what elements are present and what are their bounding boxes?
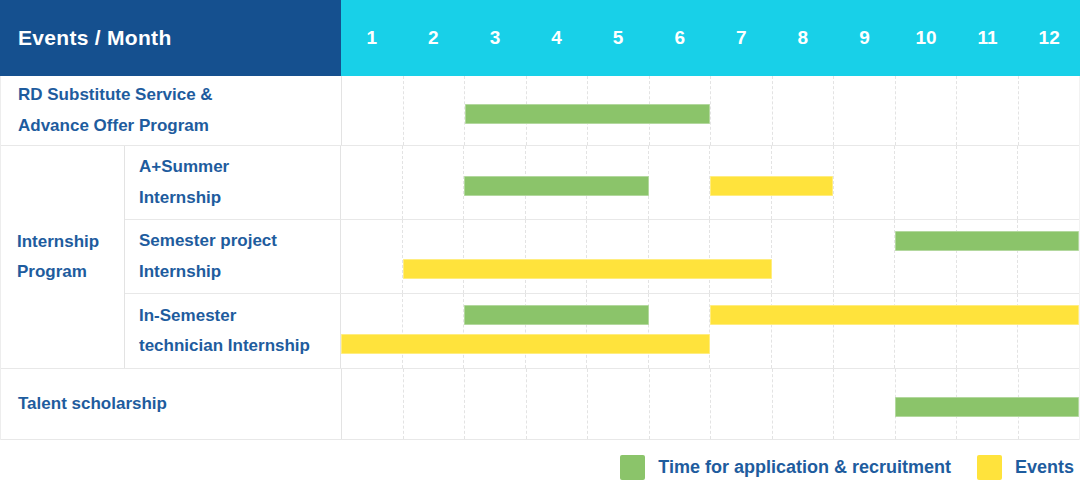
table-subrow: Semester projectInternship bbox=[125, 220, 1079, 294]
month-header-cell: 5 bbox=[587, 0, 649, 76]
gantt-bar-event bbox=[403, 259, 772, 279]
month-grid-cell bbox=[834, 146, 896, 219]
month-grid-cell bbox=[957, 76, 1019, 145]
recruitment-swatch-icon bbox=[620, 455, 645, 480]
month-grid-cell bbox=[649, 220, 711, 293]
month-grid-cell bbox=[341, 220, 403, 293]
month-header-cell: 10 bbox=[895, 0, 957, 76]
gantt-bar-recruitment bbox=[895, 231, 1080, 251]
month-grid-cell bbox=[404, 369, 466, 439]
month-grid-cell bbox=[341, 294, 403, 368]
month-grid-cell bbox=[588, 369, 650, 439]
month-header-cell: 6 bbox=[649, 0, 711, 76]
chart-legend: Time for application & recruitment Events bbox=[0, 440, 1080, 494]
internship-program-group: InternshipProgramA+SummerInternshipSemes… bbox=[1, 146, 1079, 369]
row-label: Talent scholarship bbox=[1, 369, 342, 439]
group-label: InternshipProgram bbox=[1, 146, 125, 368]
gantt-bar-recruitment bbox=[895, 397, 1079, 417]
month-grid-cell bbox=[834, 369, 896, 439]
month-grid-cell bbox=[773, 76, 835, 145]
month-header-cell: 1 bbox=[341, 0, 403, 76]
row-label-line: Program bbox=[17, 257, 124, 287]
table-subrow: A+SummerInternship bbox=[125, 146, 1079, 220]
gantt-bar-recruitment bbox=[464, 176, 649, 196]
month-grid-cell bbox=[1018, 146, 1079, 219]
month-grid-cell bbox=[341, 146, 403, 219]
legend-label: Events bbox=[1015, 457, 1074, 478]
month-grid-cell bbox=[403, 220, 465, 293]
table-header-row: Events / Month 123456789101112 bbox=[0, 0, 1080, 76]
month-grid-cell bbox=[773, 369, 835, 439]
month-grid-cell bbox=[896, 76, 958, 145]
gantt-bar-event bbox=[710, 176, 833, 196]
row-label-line: A+Summer bbox=[139, 152, 340, 182]
group-subrows: A+SummerInternshipSemester projectIntern… bbox=[125, 146, 1079, 368]
events-month-header: Events / Month bbox=[0, 0, 341, 76]
month-header-cell: 3 bbox=[464, 0, 526, 76]
month-grid-cell bbox=[649, 146, 711, 219]
month-grid-cell bbox=[710, 220, 772, 293]
row-label: RD Substitute Service &Advance Offer Pro… bbox=[1, 76, 342, 145]
month-grid-cell bbox=[834, 220, 896, 293]
table-row: RD Substitute Service &Advance Offer Pro… bbox=[1, 76, 1079, 146]
month-header-cell: 2 bbox=[403, 0, 465, 76]
event-swatch-icon bbox=[977, 455, 1002, 480]
row-label-line: Talent scholarship bbox=[18, 389, 341, 419]
legend-item-recruitment: Time for application & recruitment bbox=[620, 455, 951, 480]
gantt-bar-event bbox=[341, 334, 710, 354]
gantt-chart-area bbox=[341, 294, 1079, 368]
month-grid-cell bbox=[526, 220, 588, 293]
month-header-cell: 11 bbox=[957, 0, 1019, 76]
month-grid-cell bbox=[1019, 76, 1080, 145]
month-grid-cell bbox=[342, 76, 404, 145]
month-grid-cell bbox=[465, 369, 527, 439]
row-label-line: In-Semester bbox=[139, 301, 340, 331]
gantt-table-body: RD Substitute Service &Advance Offer Pro… bbox=[0, 76, 1080, 440]
gantt-chart-area bbox=[341, 220, 1079, 293]
gantt-bar-event bbox=[710, 305, 1079, 325]
table-row: Talent scholarship bbox=[1, 369, 1079, 440]
month-grid-cell bbox=[342, 369, 404, 439]
gantt-chart-area bbox=[342, 369, 1079, 439]
row-label-line: technician Internship bbox=[139, 331, 340, 361]
month-grid-cell bbox=[772, 220, 834, 293]
row-label-line: RD Substitute Service & bbox=[18, 80, 341, 110]
table-subrow: In-Semestertechnician Internship bbox=[125, 294, 1079, 368]
month-grid-cell bbox=[403, 146, 465, 219]
row-label-line: Semester project bbox=[139, 226, 340, 256]
gantt-chart-area bbox=[342, 76, 1079, 145]
gantt-bar-recruitment bbox=[465, 104, 711, 124]
month-grid-cell bbox=[527, 369, 589, 439]
month-grid-cell bbox=[957, 146, 1019, 219]
row-label-line: Internship bbox=[139, 183, 340, 213]
subrow-label: A+SummerInternship bbox=[125, 146, 341, 219]
month-grid-cell bbox=[587, 220, 649, 293]
month-header-cell: 4 bbox=[526, 0, 588, 76]
month-header-cell: 12 bbox=[1018, 0, 1080, 76]
month-grid-cell bbox=[711, 76, 773, 145]
month-header-cell: 7 bbox=[710, 0, 772, 76]
month-grid-cell bbox=[464, 220, 526, 293]
month-grid-cell bbox=[403, 294, 465, 368]
month-grid-cell bbox=[649, 294, 711, 368]
row-label-line: Internship bbox=[139, 257, 340, 287]
month-grid-cell bbox=[834, 76, 896, 145]
month-grid-cell bbox=[895, 146, 957, 219]
month-grid-cell bbox=[404, 76, 466, 145]
legend-label: Time for application & recruitment bbox=[658, 457, 951, 478]
gantt-schedule-chart: Events / Month 123456789101112 RD Substi… bbox=[0, 0, 1080, 494]
month-header-strip: 123456789101112 bbox=[341, 0, 1080, 76]
month-grid-cell bbox=[650, 369, 712, 439]
row-label-line: Advance Offer Program bbox=[18, 111, 341, 141]
month-gridlines bbox=[342, 76, 1079, 145]
month-header-cell: 9 bbox=[834, 0, 896, 76]
gantt-bar-recruitment bbox=[464, 305, 649, 325]
gantt-chart-area bbox=[341, 146, 1079, 219]
subrow-label: In-Semestertechnician Internship bbox=[125, 294, 341, 368]
month-header-cell: 8 bbox=[772, 0, 834, 76]
row-label-line: Internship bbox=[17, 227, 124, 257]
subrow-label: Semester projectInternship bbox=[125, 220, 341, 293]
month-grid-cell bbox=[711, 369, 773, 439]
legend-item-event: Events bbox=[977, 455, 1074, 480]
